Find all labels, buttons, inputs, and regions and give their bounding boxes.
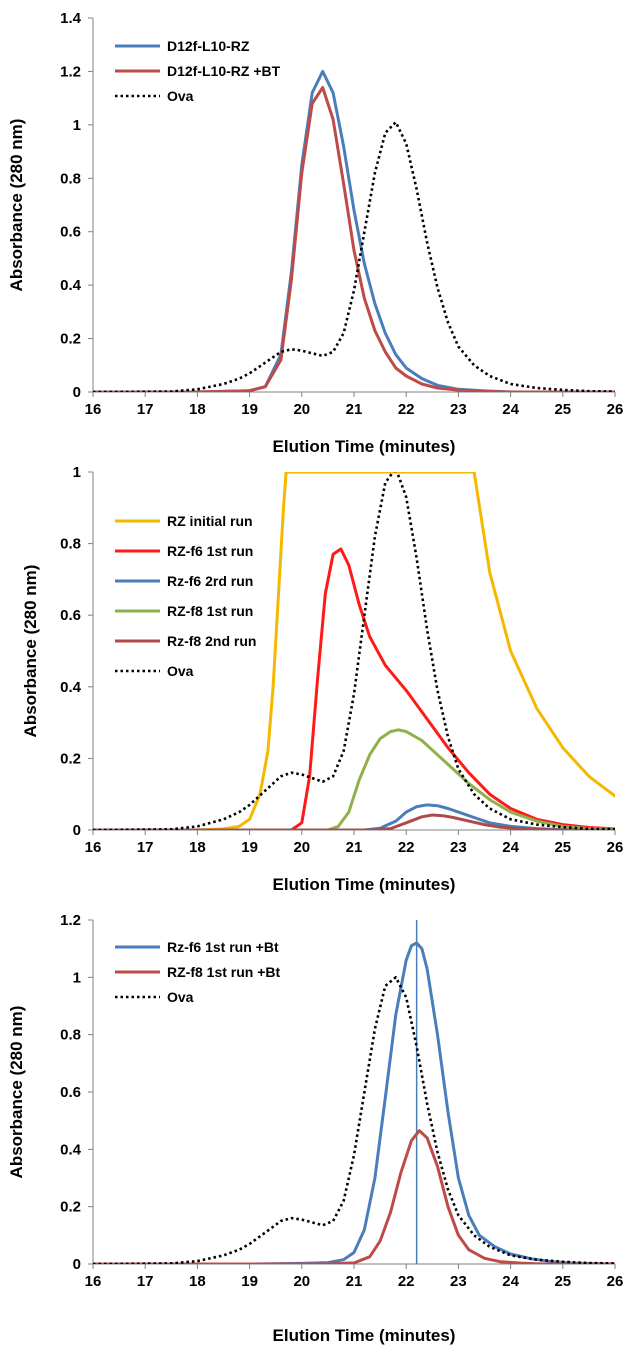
series-line-0 xyxy=(93,941,615,1264)
series-line-1 xyxy=(93,547,615,830)
x-tick-label: 23 xyxy=(450,401,467,418)
x-tick-label: 21 xyxy=(346,401,363,418)
legend-label-1: RZ-f8 1st run +Bt xyxy=(167,964,281,980)
y-tick-label: 0.2 xyxy=(60,750,81,767)
chart-panel-1: 16 17 18 19 20 21 22 23 24 25 26 0 0.2 0.4 0.6 0.8 1 1.2 1… xyxy=(0,0,631,460)
series-line-3 xyxy=(93,728,615,830)
y-tick-label: 0.8 xyxy=(60,536,81,553)
x-tick-label: 25 xyxy=(554,401,571,418)
series-line-1 xyxy=(93,1129,615,1264)
series-line-2 xyxy=(93,976,615,1264)
series-line-5 xyxy=(93,472,615,830)
x-axis-title: Elution Time (minutes) xyxy=(273,1326,456,1345)
x-tick-label: 25 xyxy=(554,839,571,856)
x-tick-label: 22 xyxy=(398,839,415,856)
y-tick-label: 0.4 xyxy=(60,679,82,696)
x-tick-label: 20 xyxy=(293,401,310,418)
x-tick-label: 18 xyxy=(189,401,206,418)
legend-label-2: Ova xyxy=(167,989,194,1005)
x-tick-label: 19 xyxy=(241,839,258,856)
y-tick-label: 0 xyxy=(73,384,81,401)
legend-label-5: Ova xyxy=(167,663,194,679)
y-tick-label: 0.4 xyxy=(60,1141,82,1158)
x-tick-label: 17 xyxy=(137,839,154,856)
series-line-4 xyxy=(93,813,615,830)
legend-label-2: Rz-f6 2rd run xyxy=(167,573,253,589)
x-tick-label: 20 xyxy=(293,1273,310,1290)
series-line-0 xyxy=(93,69,615,392)
series-line-1 xyxy=(93,86,615,392)
x-tick-label: 17 xyxy=(137,401,154,418)
y-axis-title: Absorbance (280 nm) xyxy=(7,119,26,292)
x-tick-label: 22 xyxy=(398,401,415,418)
x-tick-label: 26 xyxy=(607,1273,624,1290)
series-line-2 xyxy=(93,120,615,392)
y-tick-label: 1 xyxy=(73,969,81,986)
x-tick-label: 24 xyxy=(502,401,519,418)
chart-3-svg: 16 17 18 19 20 21 22 23 24 25 26 0 0.2 0.4 0.6 0.8 1 1.2 E… xyxy=(7,912,624,1345)
chart-panel-2: 16 17 18 19 20 21 22 23 24 25 26 0 0.2 0.4 0.6 0.8 1 Elut… xyxy=(0,460,631,900)
x-tick-label: 25 xyxy=(554,1273,571,1290)
y-tick-label: 1 xyxy=(73,464,81,481)
x-axis-title: Elution Time (minutes) xyxy=(273,437,456,456)
y-tick-label: 1 xyxy=(73,117,81,134)
x-tick-label: 22 xyxy=(398,1273,415,1290)
y-tick-label: 0.6 xyxy=(60,224,81,241)
legend-label-2: Ova xyxy=(167,88,194,104)
x-tick-label: 23 xyxy=(450,839,467,856)
legend-label-0: RZ initial run xyxy=(167,513,253,529)
y-tick-label: 0 xyxy=(73,1256,81,1273)
x-tick-label: 26 xyxy=(607,839,624,856)
legend-label-0: D12f-L10-RZ xyxy=(167,38,250,54)
chart-panel-3: 16 17 18 19 20 21 22 23 24 25 26 0 0.2 0.4 0.6 0.8 1 1.2 E… xyxy=(0,900,631,1354)
x-tick-label: 20 xyxy=(293,839,310,856)
x-tick-label: 24 xyxy=(502,1273,519,1290)
chart-1-svg: 16 17 18 19 20 21 22 23 24 25 26 0 0.2 0.4 0.6 0.8 1 1.2 1… xyxy=(7,10,624,456)
y-tick-label: 0.8 xyxy=(60,1027,81,1044)
y-tick-label: 0.2 xyxy=(60,1199,81,1216)
y-tick-label: 1.2 xyxy=(60,63,81,80)
x-tick-label: 24 xyxy=(502,839,519,856)
x-tick-label: 18 xyxy=(189,839,206,856)
series-line-2 xyxy=(93,803,615,830)
y-tick-label: 1.4 xyxy=(60,10,82,27)
x-tick-label: 16 xyxy=(85,401,102,418)
series-line-0 xyxy=(93,472,615,830)
legend-label-4: Rz-f8 2nd run xyxy=(167,633,256,649)
legend-label-0: Rz-f6 1st run +Bt xyxy=(167,939,279,955)
x-tick-label: 16 xyxy=(85,1273,102,1290)
y-tick-label: 0.2 xyxy=(60,331,81,348)
x-axis-title: Elution Time (minutes) xyxy=(273,875,456,894)
y-tick-label: 1.2 xyxy=(60,912,81,929)
legend-label-1: D12f-L10-RZ +BT xyxy=(167,63,281,79)
x-tick-label: 21 xyxy=(346,839,363,856)
x-tick-label: 21 xyxy=(346,1273,363,1290)
y-axis-title: Absorbance (280 nm) xyxy=(7,1006,26,1179)
x-tick-label: 19 xyxy=(241,401,258,418)
chart-2-svg: 16 17 18 19 20 21 22 23 24 25 26 0 0.2 0.4 0.6 0.8 1 Elut… xyxy=(21,464,624,894)
x-tick-label: 17 xyxy=(137,1273,154,1290)
y-tick-label: 0 xyxy=(73,822,81,839)
x-tick-label: 18 xyxy=(189,1273,206,1290)
y-tick-label: 0.6 xyxy=(60,607,81,624)
legend-label-3: RZ-f8 1st run xyxy=(167,603,253,619)
y-tick-label: 0.6 xyxy=(60,1084,81,1101)
x-tick-label: 26 xyxy=(607,401,624,418)
y-tick-label: 0.4 xyxy=(60,277,82,294)
x-tick-label: 19 xyxy=(241,1273,258,1290)
x-tick-label: 23 xyxy=(450,1273,467,1290)
legend-label-1: RZ-f6 1st run xyxy=(167,543,253,559)
y-axis-title: Absorbance (280 nm) xyxy=(21,565,40,738)
x-tick-label: 16 xyxy=(85,839,102,856)
y-tick-label: 0.8 xyxy=(60,170,81,187)
